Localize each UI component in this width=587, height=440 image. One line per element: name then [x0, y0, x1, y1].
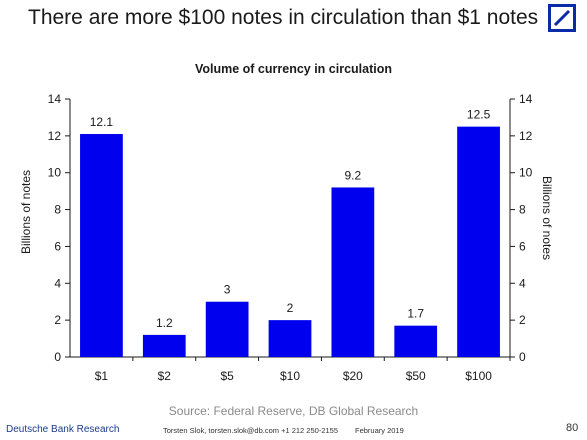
- deutsche-bank-logo: [548, 4, 576, 32]
- bar-usd20: [331, 187, 375, 357]
- y-tick-label-left: 4: [54, 276, 61, 290]
- bar-usd100: [457, 126, 500, 358]
- x-tick-label-usd10: $10: [280, 369, 300, 383]
- data-label-usd5: 3: [224, 283, 231, 297]
- x-tick-label-usd2: $2: [158, 369, 172, 383]
- bar-usd1: [80, 134, 123, 357]
- data-label-usd20: 9.2: [345, 168, 362, 182]
- y-tick-label-left: 12: [48, 129, 62, 143]
- y-tick-label-right: 0: [519, 350, 526, 364]
- bar-usd2: [142, 334, 186, 357]
- logo-slash-icon: [553, 9, 571, 27]
- y-tick-label-left: 2: [54, 313, 61, 327]
- y-tick-label-right: 8: [519, 203, 526, 217]
- y-tick-label-left: 8: [54, 203, 61, 217]
- footer-contact: Torsten Slok, torsten.slok@db.com +1 212…: [163, 426, 339, 435]
- data-label-usd2: 1.2: [156, 316, 173, 330]
- y-tick-label-right: 12: [519, 129, 533, 143]
- data-label-usd50: 1.7: [407, 307, 424, 321]
- x-tick-label-usd50: $50: [406, 369, 426, 383]
- y-tick-label-left: 6: [54, 239, 61, 253]
- chart-title: Volume of currency in circulation: [194, 62, 393, 76]
- y-tick-label-right: 14: [519, 92, 533, 106]
- data-label-usd100: 12.5: [467, 108, 491, 122]
- x-tick-label-usd5: $5: [220, 369, 234, 383]
- y-tick-label-right: 6: [519, 239, 526, 253]
- x-tick-label-usd1: $1: [95, 369, 109, 383]
- x-tick-label-usd100: $100: [465, 369, 492, 383]
- y-tick-label-left: 14: [48, 92, 62, 106]
- y-tick-label-right: 4: [519, 276, 526, 290]
- y-tick-label-right: 10: [519, 166, 533, 180]
- y-axis-label-right: Billions of notes: [540, 176, 554, 260]
- source-note: Source: Federal Reserve, DB Global Resea…: [168, 404, 419, 418]
- x-tick-label-usd20: $20: [343, 369, 363, 383]
- bar-usd5: [205, 301, 249, 357]
- y-axis-label-left: Billions of notes: [19, 170, 33, 254]
- data-label-usd1: 12.1: [90, 115, 114, 129]
- y-tick-label-left: 0: [54, 350, 61, 364]
- bar-usd50: [394, 325, 438, 357]
- data-label-usd10: 2: [287, 301, 294, 315]
- footer-brand: Deutsche Bank Research: [6, 424, 120, 435]
- bar-usd10: [268, 320, 312, 357]
- footer-date: February 2019: [355, 426, 404, 435]
- page-number: 80: [566, 422, 579, 434]
- slide-title: There are more $100 notes in circulation…: [28, 6, 539, 29]
- y-tick-label-right: 2: [519, 313, 526, 327]
- y-tick-label-left: 10: [48, 166, 62, 180]
